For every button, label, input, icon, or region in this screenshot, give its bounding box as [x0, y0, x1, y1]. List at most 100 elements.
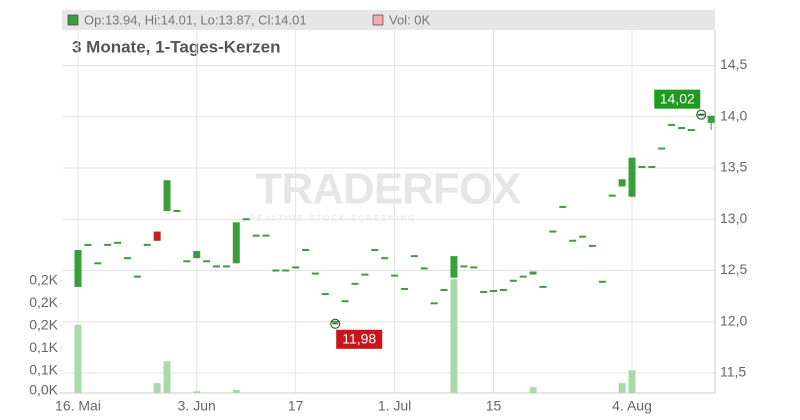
- candle-body: [499, 288, 507, 291]
- candle-body: [272, 269, 280, 272]
- candle-body: [351, 282, 359, 285]
- volume-bar: [618, 383, 626, 393]
- candle-body: [628, 157, 636, 197]
- plot: 11,5 12,0 12,5 13,0 13,5 14,0 14,5 0,0K 0,1K 0,1K…: [29, 30, 747, 414]
- candle-body: [480, 291, 488, 294]
- candle-body: [579, 235, 587, 238]
- y2-tick-label: 0,2K: [29, 272, 58, 288]
- candle-body: [549, 230, 557, 233]
- y2-tick-label: 0,0K: [29, 382, 58, 398]
- candle-body: [232, 222, 240, 264]
- candle-body: [311, 272, 319, 275]
- y2-tick-label: 0,2K: [29, 316, 58, 332]
- header-band: [62, 10, 715, 30]
- candle-body: [490, 289, 498, 292]
- candle-body: [74, 249, 82, 287]
- candle-body: [569, 239, 577, 242]
- marker-box: [336, 329, 383, 349]
- volume-bar: [529, 387, 537, 393]
- y-tick-label: 11,5: [720, 364, 746, 380]
- y2-tick-label: 0,1K: [29, 361, 58, 377]
- marker-label: 11,98: [342, 331, 376, 347]
- candle-body: [252, 234, 260, 237]
- x-tick-label: 15: [486, 398, 502, 414]
- candle-body: [648, 165, 656, 168]
- candle-body: [222, 265, 230, 268]
- volume-bar: [153, 383, 161, 393]
- candle-body: [104, 243, 112, 246]
- y2-tick-label: 0,2K: [29, 294, 58, 310]
- candle-body: [173, 210, 181, 213]
- candle-body: [193, 251, 201, 259]
- y-tick-label: 14,5: [720, 56, 747, 72]
- y2-tick-label: 0,1K: [29, 339, 58, 355]
- y-tick-label: 12,0: [720, 312, 747, 328]
- candle-body: [143, 243, 151, 246]
- candle-body: [361, 273, 369, 276]
- candle-body: [707, 115, 715, 123]
- candle-body: [331, 320, 339, 323]
- candle-body: [242, 218, 250, 221]
- candle-body: [677, 127, 685, 130]
- candle-body: [400, 287, 408, 290]
- y-tick-label: 13,5: [720, 159, 747, 175]
- candle-body: [183, 260, 191, 263]
- candle-body: [282, 269, 290, 272]
- candle-body: [509, 279, 517, 282]
- candle-body: [460, 265, 468, 268]
- volume-bar: [628, 370, 636, 393]
- candle-body: [440, 288, 448, 291]
- x-tick-label: 16. Mai: [55, 398, 101, 414]
- candle-body: [292, 266, 300, 269]
- volume-bar: [450, 279, 458, 393]
- candle-body: [618, 179, 626, 187]
- x-tick-label: 1. Jul: [378, 398, 411, 414]
- candle-body: [84, 243, 92, 246]
- ohlc-header: Op:13.94, Hi:14.01, Lo:13.87, Cl:14.01: [84, 12, 307, 27]
- marker-point: [696, 109, 707, 120]
- candle-body: [638, 165, 646, 168]
- marker-label: 14,02: [660, 90, 695, 106]
- candle-body: [668, 123, 676, 126]
- candle-body: [213, 265, 221, 268]
- candle-body: [420, 267, 428, 270]
- subtitle: 3 Monate, 1-Tages-Kerzen: [72, 37, 280, 56]
- volume-bar: [232, 389, 240, 393]
- volume-swatch: [372, 14, 384, 26]
- marker-box: [654, 89, 701, 109]
- candle-body: [391, 274, 399, 277]
- candle-body: [302, 248, 310, 251]
- candle-body: [430, 302, 438, 305]
- candle-body: [598, 280, 606, 283]
- candle-body: [529, 271, 537, 275]
- watermark: TRADERFOX REALTIME STOCK SCREENING: [250, 165, 522, 223]
- volume-bar: [193, 391, 201, 393]
- volume-bar: [74, 324, 82, 393]
- candle-body: [262, 234, 270, 237]
- x-tick-label: 17: [288, 398, 304, 414]
- candle-body: [381, 257, 389, 260]
- candle-body: [588, 244, 596, 247]
- candle-body: [658, 147, 666, 150]
- candle-body: [371, 248, 379, 251]
- candle-body: [470, 266, 478, 269]
- candle-body: [687, 129, 695, 132]
- candle-body: [114, 241, 122, 244]
- candle-body: [153, 231, 161, 241]
- candle-body: [163, 180, 171, 212]
- volume-header: Vol: 0K: [389, 12, 431, 27]
- candle-body: [123, 257, 131, 260]
- candle-body: [450, 256, 458, 278]
- candle-body: [608, 194, 616, 197]
- candle-body: [539, 285, 547, 288]
- y-tick-label: 13,0: [720, 210, 747, 226]
- candle-body: [519, 275, 527, 278]
- ohlc-swatch: [67, 14, 79, 26]
- x-tick-label: 3. Jun: [178, 398, 216, 414]
- x-tick-label: 4. Aug: [612, 398, 652, 414]
- candle-body: [410, 255, 418, 258]
- y-tick-label: 14,0: [720, 107, 747, 123]
- candle-body: [133, 275, 141, 278]
- watermark-logo: TRADERFOX: [256, 165, 521, 214]
